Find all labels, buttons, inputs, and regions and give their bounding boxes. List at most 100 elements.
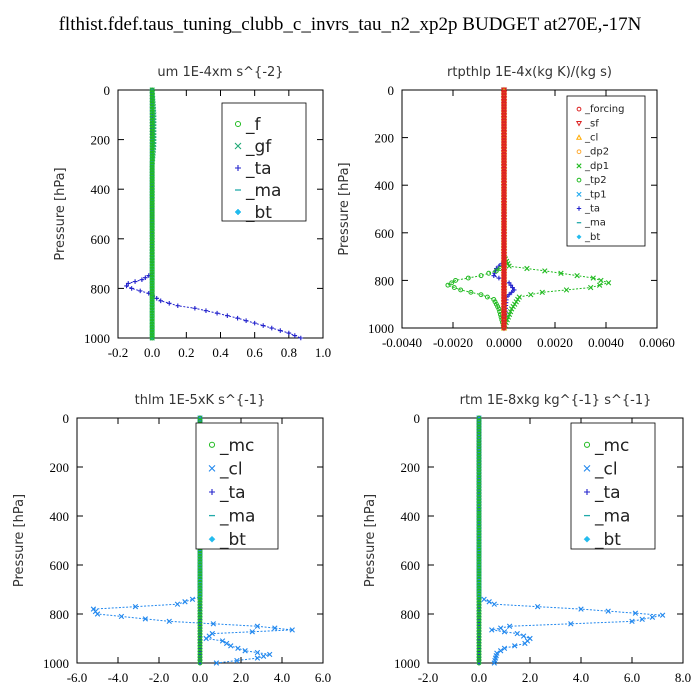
data-point — [476, 608, 482, 614]
data-point — [149, 128, 155, 134]
data-point — [476, 617, 482, 623]
data-point — [197, 617, 203, 623]
data-point — [197, 568, 203, 574]
data-point — [501, 280, 507, 286]
x-tick-label: -4.0 — [108, 670, 129, 685]
legend-label: _gf — [245, 137, 272, 157]
data-point — [501, 272, 507, 278]
data-point — [476, 660, 482, 666]
legend-marker — [584, 489, 590, 495]
figure-title: flthist.fdef.taus_tuning_clubb_c_invrs_t… — [58, 14, 642, 35]
data-point — [197, 637, 203, 643]
data-point — [451, 285, 457, 290]
legend-label: _bt — [584, 232, 600, 243]
x-tick-label: 0.0060 — [639, 335, 675, 350]
data-point — [476, 415, 482, 421]
data-point — [476, 568, 482, 574]
y-tick-label: 0 — [414, 411, 421, 426]
data-point — [501, 149, 507, 155]
data-point — [149, 137, 155, 143]
data-point — [491, 273, 497, 278]
data-point — [203, 308, 209, 314]
data-point — [149, 203, 155, 209]
data-point — [197, 574, 203, 579]
data-point — [468, 289, 474, 295]
data-point — [476, 421, 482, 427]
data-point — [492, 299, 498, 305]
data-point — [481, 596, 487, 602]
data-point — [501, 244, 507, 250]
x-tick-label: 6.0 — [624, 670, 640, 685]
data-point — [476, 643, 482, 649]
data-point — [149, 139, 155, 145]
data-point — [501, 87, 507, 93]
data-point — [149, 330, 155, 335]
data-point — [510, 303, 516, 310]
data-point — [501, 325, 507, 331]
data-point — [139, 277, 145, 283]
data-point — [501, 188, 507, 194]
data-point — [476, 424, 482, 430]
data-point — [506, 292, 512, 297]
data-point — [501, 168, 507, 174]
data-point — [605, 608, 611, 614]
legend-label: _dp1 — [584, 161, 609, 172]
legend-marker — [575, 134, 583, 140]
data-point — [465, 275, 471, 281]
data-point — [132, 279, 138, 284]
x-tick-label: -6.0 — [67, 670, 88, 685]
data-point — [501, 191, 507, 197]
y-tick-label: 0 — [388, 83, 395, 98]
data-point — [476, 551, 482, 556]
data-point — [149, 305, 155, 311]
data-point — [149, 261, 155, 267]
legend-label: _cl — [594, 459, 618, 479]
legend-label: _ta — [584, 204, 600, 215]
legend-marker — [234, 120, 242, 128]
data-point — [501, 249, 507, 255]
data-point — [522, 640, 528, 647]
legend-marker — [576, 177, 582, 183]
data-point — [476, 481, 482, 487]
data-point — [476, 470, 482, 476]
data-point — [149, 95, 155, 101]
data-point — [501, 135, 507, 141]
data-point — [501, 235, 507, 241]
data-point — [272, 625, 278, 631]
data-point — [149, 214, 155, 220]
y-tick-label: 800 — [50, 607, 70, 622]
data-point — [149, 250, 155, 256]
chart-panel-2: rtpthlp 1E-4x(kg K)/(kg s) Pressure [hPa]… — [337, 65, 675, 350]
data-point — [501, 129, 507, 135]
plot-frame — [427, 417, 684, 664]
data-point — [501, 182, 507, 188]
data-point — [197, 551, 203, 556]
data-point — [501, 241, 507, 247]
legend-label: _cl — [584, 133, 598, 144]
data-point — [501, 154, 507, 160]
data-point — [476, 533, 482, 539]
data-point — [476, 484, 482, 490]
x-tick-label: 8.0 — [675, 670, 691, 685]
data-point — [197, 562, 203, 568]
data-point — [197, 602, 203, 608]
data-point — [249, 629, 255, 635]
x-tick-label: 2.0 — [522, 670, 538, 685]
legend: _mc _cl _ta _ma _bt — [570, 422, 656, 550]
data-point — [197, 654, 203, 660]
legend-marker — [208, 465, 216, 472]
data-point — [501, 233, 507, 239]
data-point — [501, 207, 507, 213]
data-point — [235, 645, 241, 651]
data-point — [506, 623, 513, 629]
data-point — [476, 438, 482, 444]
y-tick-label: 1000 — [394, 656, 420, 671]
data-point — [149, 123, 155, 129]
data-point — [528, 291, 534, 298]
y-tick-label: 1000 — [368, 321, 394, 336]
data-point — [476, 597, 482, 603]
data-point — [511, 287, 517, 293]
data-point — [491, 660, 497, 666]
y-tick-label: 800 — [375, 273, 395, 288]
data-point — [501, 98, 507, 104]
